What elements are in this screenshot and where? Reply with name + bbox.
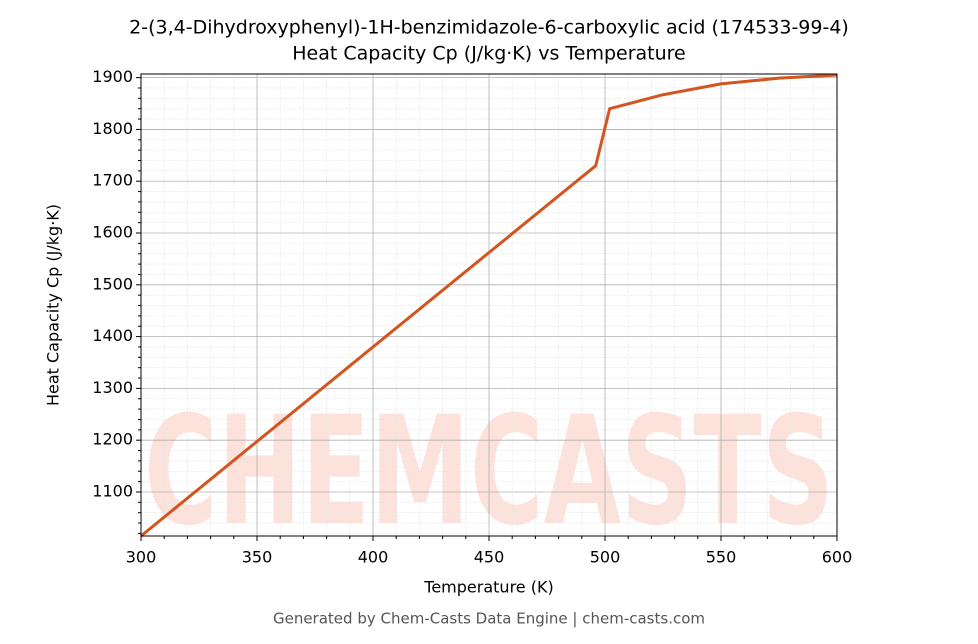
y-tick-label: 1400 <box>92 326 133 345</box>
y-tick-label: 1200 <box>92 430 133 449</box>
x-axis-label: Temperature (K) <box>423 578 553 597</box>
x-tick-label: 300 <box>126 548 157 567</box>
y-tick-label: 1500 <box>92 274 133 293</box>
y-tick-label: 1600 <box>92 223 133 242</box>
x-tick-label: 500 <box>590 548 621 567</box>
y-tick-label: 1700 <box>92 171 133 190</box>
data-line <box>140 73 838 538</box>
x-tick-label: 550 <box>706 548 737 567</box>
y-tick-label: 1100 <box>92 481 133 500</box>
footer: Generated by Chem-Casts Data Engine | ch… <box>273 610 705 628</box>
x-tick-label: 600 <box>822 548 853 567</box>
y-tick-label: 1800 <box>92 119 133 138</box>
y-tick-label: 1900 <box>92 67 133 86</box>
y-tick-label: 1300 <box>92 378 133 397</box>
y-axis-label: Heat Capacity Cp (J/kg·K) <box>44 204 63 406</box>
chart-subtitle: Heat Capacity Cp (J/kg·K) vs Temperature <box>292 43 686 65</box>
plot-frame <box>140 73 838 537</box>
x-tick-label: 350 <box>242 548 273 567</box>
x-tick-label: 450 <box>474 548 505 567</box>
x-tick-label: 400 <box>358 548 389 567</box>
chart-title: 2-(3,4-Dihydroxyphenyl)-1H-benzimidazole… <box>129 17 849 39</box>
